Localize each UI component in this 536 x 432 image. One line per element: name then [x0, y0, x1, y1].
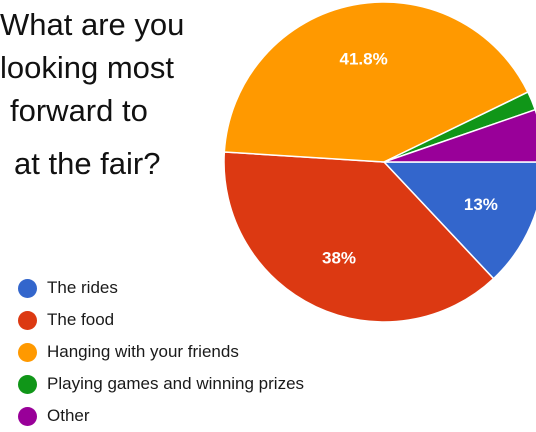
legend-swatch-rides — [18, 278, 37, 298]
pie-slice-other[interactable] — [383, 108, 536, 163]
legend-label-other: Other — [47, 406, 90, 425]
legend-item-rides[interactable]: The rides — [18, 272, 304, 304]
pie-slice-friends[interactable] — [223, 1, 529, 163]
legend: The rides The food Hanging with your fri… — [18, 272, 304, 432]
legend-label-rides: The rides — [47, 278, 118, 297]
slice-label-rides: 13% — [464, 195, 498, 214]
legend-swatch-other — [18, 406, 37, 426]
pie-slice-food[interactable] — [223, 151, 495, 323]
legend-swatch-friends — [18, 342, 37, 362]
title-line-2: looking most — [0, 50, 175, 85]
legend-item-food[interactable]: The food — [18, 304, 304, 336]
pie-chart: 13% 38% 41.8% — [223, 1, 536, 323]
title-line-1: What are you — [0, 7, 185, 42]
title-line-3: forward to — [10, 93, 148, 128]
legend-swatch-food — [18, 310, 37, 330]
legend-item-friends[interactable]: Hanging with your friends — [18, 336, 304, 368]
legend-item-games[interactable]: Playing games and winning prizes — [18, 368, 304, 400]
legend-label-food: The food — [47, 310, 115, 329]
pie-slice-rides[interactable] — [382, 161, 536, 280]
legend-label-friends: Hanging with your friends — [47, 342, 239, 361]
legend-item-other[interactable]: Other — [18, 400, 304, 432]
legend-label-games: Playing games and winning prizes — [47, 374, 305, 393]
slice-label-food: 38% — [322, 249, 356, 268]
slice-label-friends: 41.8% — [339, 49, 387, 68]
title-line-4: at the fair? — [14, 146, 161, 181]
legend-swatch-games — [18, 374, 37, 394]
